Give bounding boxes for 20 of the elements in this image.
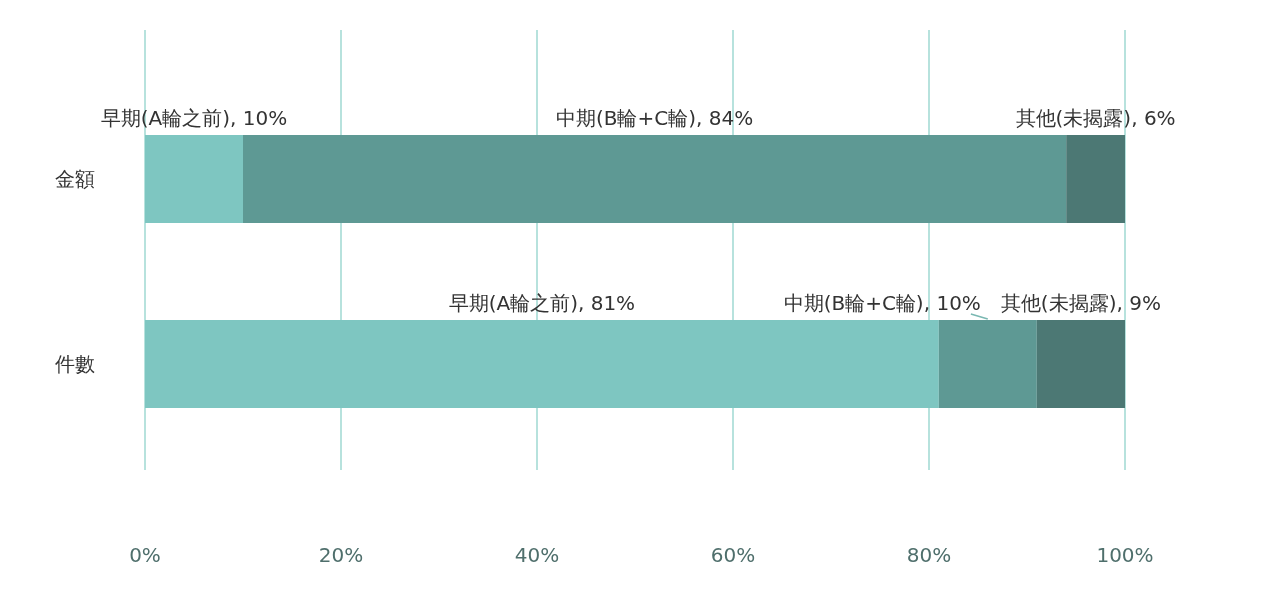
x-tick-label: 40% [514, 543, 560, 567]
x-tick-label: 60% [710, 543, 756, 567]
x-tick-label: 20% [318, 543, 364, 567]
text: 中期(B輪+C輪) [783, 291, 924, 315]
data-label: , 10% [230, 106, 288, 130]
series-label: 中期(B輪+C輪) [555, 106, 697, 130]
data-label: , 84% [696, 106, 754, 130]
x-tick-label: 80% [906, 543, 952, 567]
text: 早期(A輪之前) [448, 291, 578, 315]
series-label: 其他(未揭露) [1000, 291, 1117, 315]
data-label: , 81% [577, 291, 636, 315]
x-tick-label: 0% [129, 543, 161, 567]
text: 其他(未揭露) [1015, 106, 1132, 130]
data-label: , 9% [1116, 291, 1161, 315]
data-label: , 6% [1131, 106, 1176, 130]
data-label: , 10% [923, 291, 981, 315]
series-label: 早期(A輪之前) [100, 106, 231, 130]
y-tick-label: 金額 [55, 167, 95, 191]
y-tick-label: 件數 [55, 352, 95, 376]
x-tick-label: 100% [1096, 543, 1154, 567]
